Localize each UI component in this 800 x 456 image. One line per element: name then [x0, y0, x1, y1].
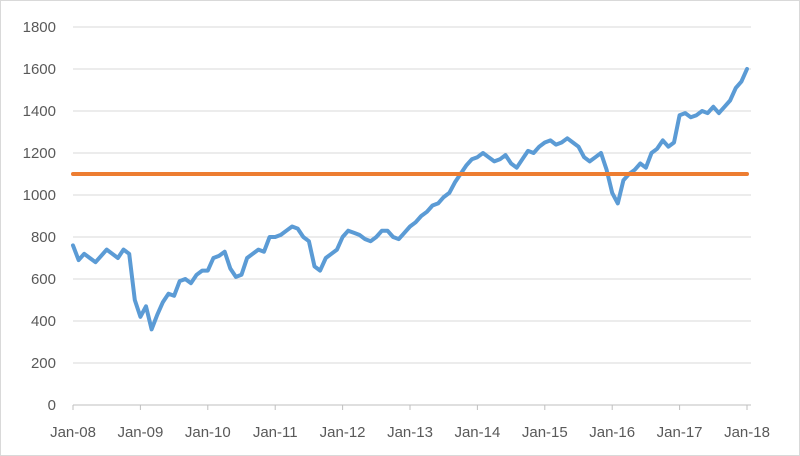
- y-tick-label: 1800: [23, 19, 56, 36]
- y-axis-tick-labels: 0 200 400 600 800 1000 1200 1400 1600 1800: [23, 19, 56, 414]
- y-tick-label: 1000: [23, 187, 56, 204]
- x-tick-label: Jan-10: [185, 424, 231, 441]
- x-tick-label: Jan-15: [522, 424, 568, 441]
- price-series-line: [71, 67, 749, 332]
- y-tick-label: 400: [31, 313, 56, 330]
- x-tick-label: Jan-11: [253, 424, 298, 441]
- y-tick-label: 800: [31, 229, 56, 246]
- y-tick-label: 1200: [23, 145, 56, 162]
- x-tick-label: Jan-18: [724, 424, 770, 441]
- y-tick-label: 1400: [23, 103, 56, 120]
- y-tick-label: 600: [31, 271, 56, 288]
- y-tick-label: 200: [31, 355, 56, 372]
- y-tick-label: 1600: [23, 61, 56, 78]
- x-axis-tick-labels: Jan-08 Jan-09 Jan-10 Jan-11 Jan-12 Jan-13 Jan-…: [50, 424, 770, 441]
- x-tick-label: Jan-16: [589, 424, 635, 441]
- x-tick-label: Jan-12: [320, 424, 366, 441]
- x-tick-label: Jan-17: [657, 424, 703, 441]
- x-tick-label: Jan-13: [387, 424, 433, 441]
- x-tick-label: Jan-14: [454, 424, 500, 441]
- gridlines: [73, 26, 751, 364]
- x-tick-label: Jan-08: [50, 424, 96, 441]
- x-tick-label: Jan-09: [117, 424, 163, 441]
- x-axis: [72, 404, 751, 410]
- series-group: [71, 67, 749, 332]
- y-tick-label: 0: [48, 397, 56, 414]
